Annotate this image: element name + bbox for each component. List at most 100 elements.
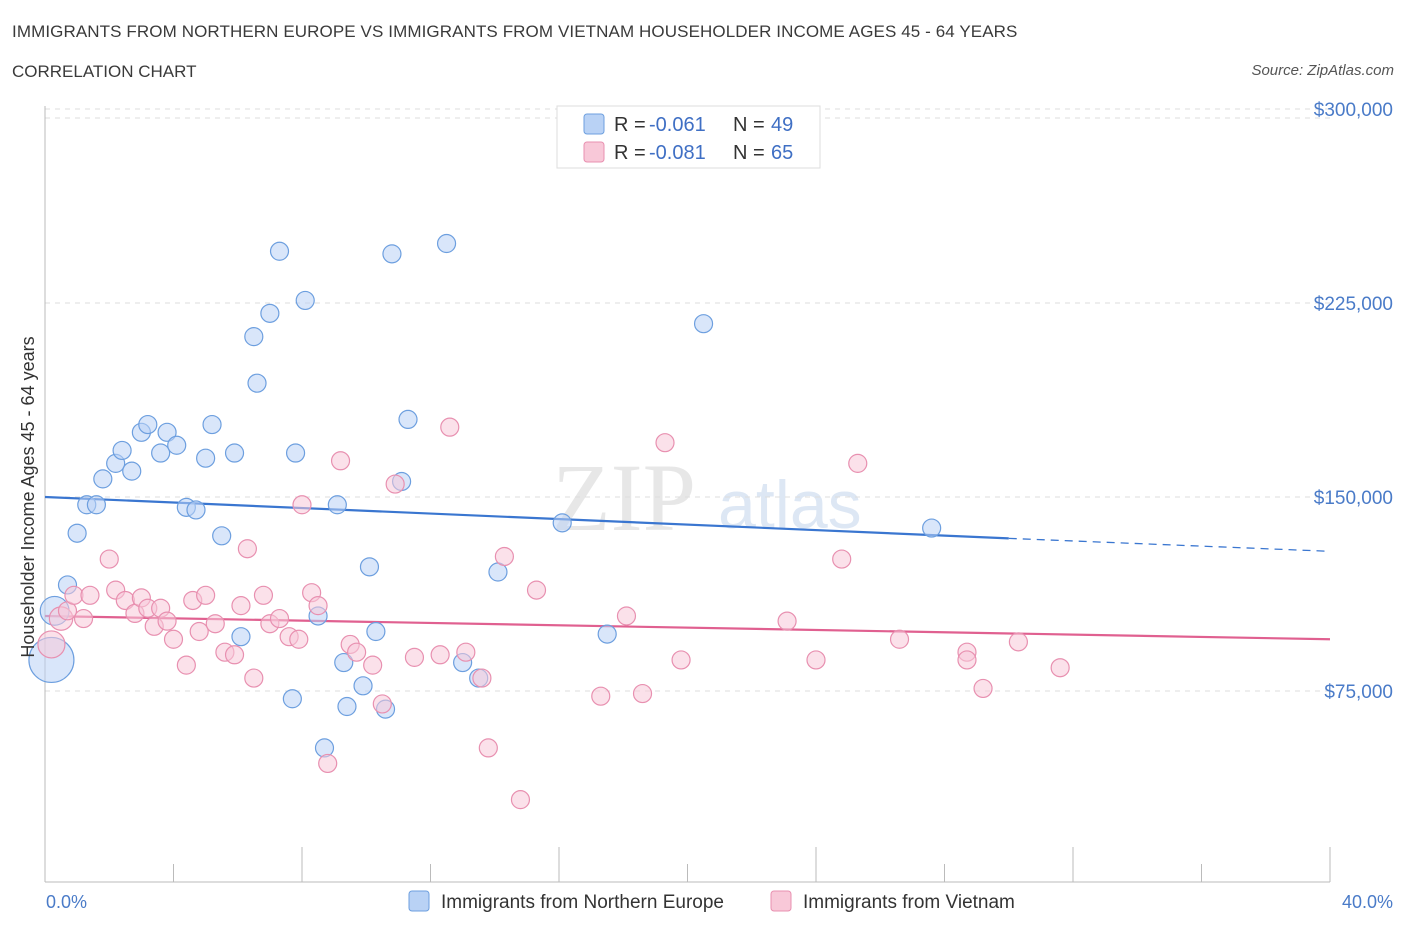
- point-northern-europe: [260, 303, 280, 323]
- point-northern-europe: [224, 443, 245, 463]
- x-tick-labels: 0.0% 40.0%: [46, 892, 1393, 912]
- point-northern-europe: [138, 414, 158, 435]
- point-northern-europe: [282, 689, 302, 709]
- point-vietnam: [671, 650, 691, 670]
- point-vietnam: [269, 608, 290, 629]
- source-credit: Source: ZipAtlas.com: [1251, 62, 1394, 79]
- point-northern-europe: [398, 409, 418, 429]
- point-northern-europe: [552, 513, 572, 533]
- legend-swatch-blue: [583, 113, 605, 135]
- legend-r-label-pink: R =: [614, 142, 646, 164]
- point-northern-europe: [196, 448, 216, 468]
- point-vietnam: [806, 650, 826, 670]
- y-tick-label: $300,000: [1314, 100, 1393, 121]
- legend-n-label-blue: N =: [733, 114, 765, 136]
- point-northern-europe: [295, 290, 315, 311]
- point-vietnam: [347, 642, 367, 662]
- point-vietnam: [889, 629, 910, 649]
- point-northern-europe: [247, 373, 267, 393]
- point-vietnam: [1050, 658, 1070, 678]
- point-vietnam: [655, 433, 675, 453]
- point-northern-europe: [151, 443, 171, 463]
- point-northern-europe: [314, 738, 335, 758]
- point-vietnam: [244, 668, 264, 688]
- legend-n-value-pink: 65: [771, 142, 793, 164]
- point-northern-europe: [186, 500, 206, 520]
- series-swatch-northern-europe: [408, 890, 430, 912]
- point-northern-europe: [693, 314, 714, 334]
- point-vietnam: [973, 678, 993, 699]
- point-vietnam: [231, 596, 251, 616]
- point-vietnam: [237, 539, 257, 559]
- point-vietnam: [616, 606, 637, 626]
- point-vietnam: [64, 585, 84, 605]
- point-northern-europe: [212, 526, 232, 546]
- point-vietnam: [176, 655, 196, 675]
- legend-n-label-pink: N =: [733, 142, 765, 164]
- point-northern-europe: [269, 241, 290, 261]
- point-northern-europe: [337, 696, 357, 717]
- y-tick-label: $150,000: [1314, 488, 1393, 509]
- point-northern-europe: [327, 495, 347, 515]
- data-points: [28, 233, 1070, 810]
- point-northern-europe: [202, 414, 222, 435]
- point-vietnam: [189, 621, 209, 642]
- point-northern-europe: [382, 244, 402, 264]
- point-vietnam: [318, 753, 338, 774]
- axes: [44, 106, 1331, 883]
- point-northern-europe: [122, 461, 142, 481]
- legend-r-value-pink: -0.081: [649, 142, 706, 164]
- point-vietnam: [478, 738, 498, 758]
- y-axis-label: Householder Income Ages 45 - 64 years: [18, 336, 38, 657]
- point-northern-europe: [244, 327, 264, 347]
- legend-n-value-blue: 49: [771, 114, 793, 136]
- point-vietnam: [157, 611, 177, 631]
- point-vietnam: [308, 596, 328, 616]
- point-northern-europe: [366, 621, 386, 642]
- point-vietnam: [832, 549, 852, 569]
- point-vietnam: [526, 580, 547, 600]
- series-legend: Immigrants from Northern Europe Immigran…: [408, 890, 1015, 913]
- point-vietnam: [99, 549, 119, 569]
- point-vietnam: [510, 790, 531, 810]
- trend-vietnam: [44, 614, 1331, 641]
- legend-swatch-pink: [583, 141, 605, 163]
- legend-r-value-blue: -0.061: [649, 114, 706, 136]
- series-label-vietnam: Immigrants from Vietnam: [803, 892, 1015, 913]
- point-vietnam: [363, 655, 383, 675]
- point-northern-europe: [285, 443, 306, 463]
- point-northern-europe: [334, 652, 354, 673]
- point-northern-europe: [353, 676, 373, 696]
- point-vietnam: [224, 645, 245, 665]
- point-vietnam: [632, 683, 653, 704]
- point-northern-europe: [922, 518, 942, 538]
- x-tick-label: 40.0%: [1342, 892, 1393, 912]
- point-vietnam: [253, 585, 274, 605]
- point-vietnam: [404, 647, 425, 667]
- x-tick-label: 0.0%: [46, 892, 87, 912]
- point-vietnam: [37, 630, 66, 659]
- point-vietnam: [430, 645, 450, 665]
- point-vietnam: [591, 686, 611, 706]
- point-vietnam: [494, 546, 514, 567]
- point-vietnam: [292, 495, 312, 515]
- point-vietnam: [205, 614, 225, 634]
- point-vietnam: [163, 629, 184, 649]
- chart-title: IMMIGRANTS FROM NORTHERN EUROPE VS IMMIG…: [12, 22, 1018, 41]
- point-vietnam: [196, 585, 216, 605]
- legend-r-label-blue: R =: [614, 114, 646, 136]
- point-vietnam: [289, 629, 309, 649]
- point-northern-europe: [93, 469, 113, 489]
- point-northern-europe: [86, 495, 107, 515]
- series-swatch-vietnam: [770, 890, 792, 912]
- trend-northern-europe: [44, 495, 1009, 540]
- point-vietnam: [372, 694, 392, 714]
- point-vietnam: [385, 474, 405, 494]
- point-vietnam: [330, 451, 351, 471]
- point-northern-europe: [112, 440, 132, 461]
- point-vietnam: [73, 608, 94, 629]
- point-vietnam: [456, 642, 476, 662]
- point-northern-europe: [67, 523, 87, 543]
- series-label-northern-europe: Immigrants from Northern Europe: [441, 892, 724, 913]
